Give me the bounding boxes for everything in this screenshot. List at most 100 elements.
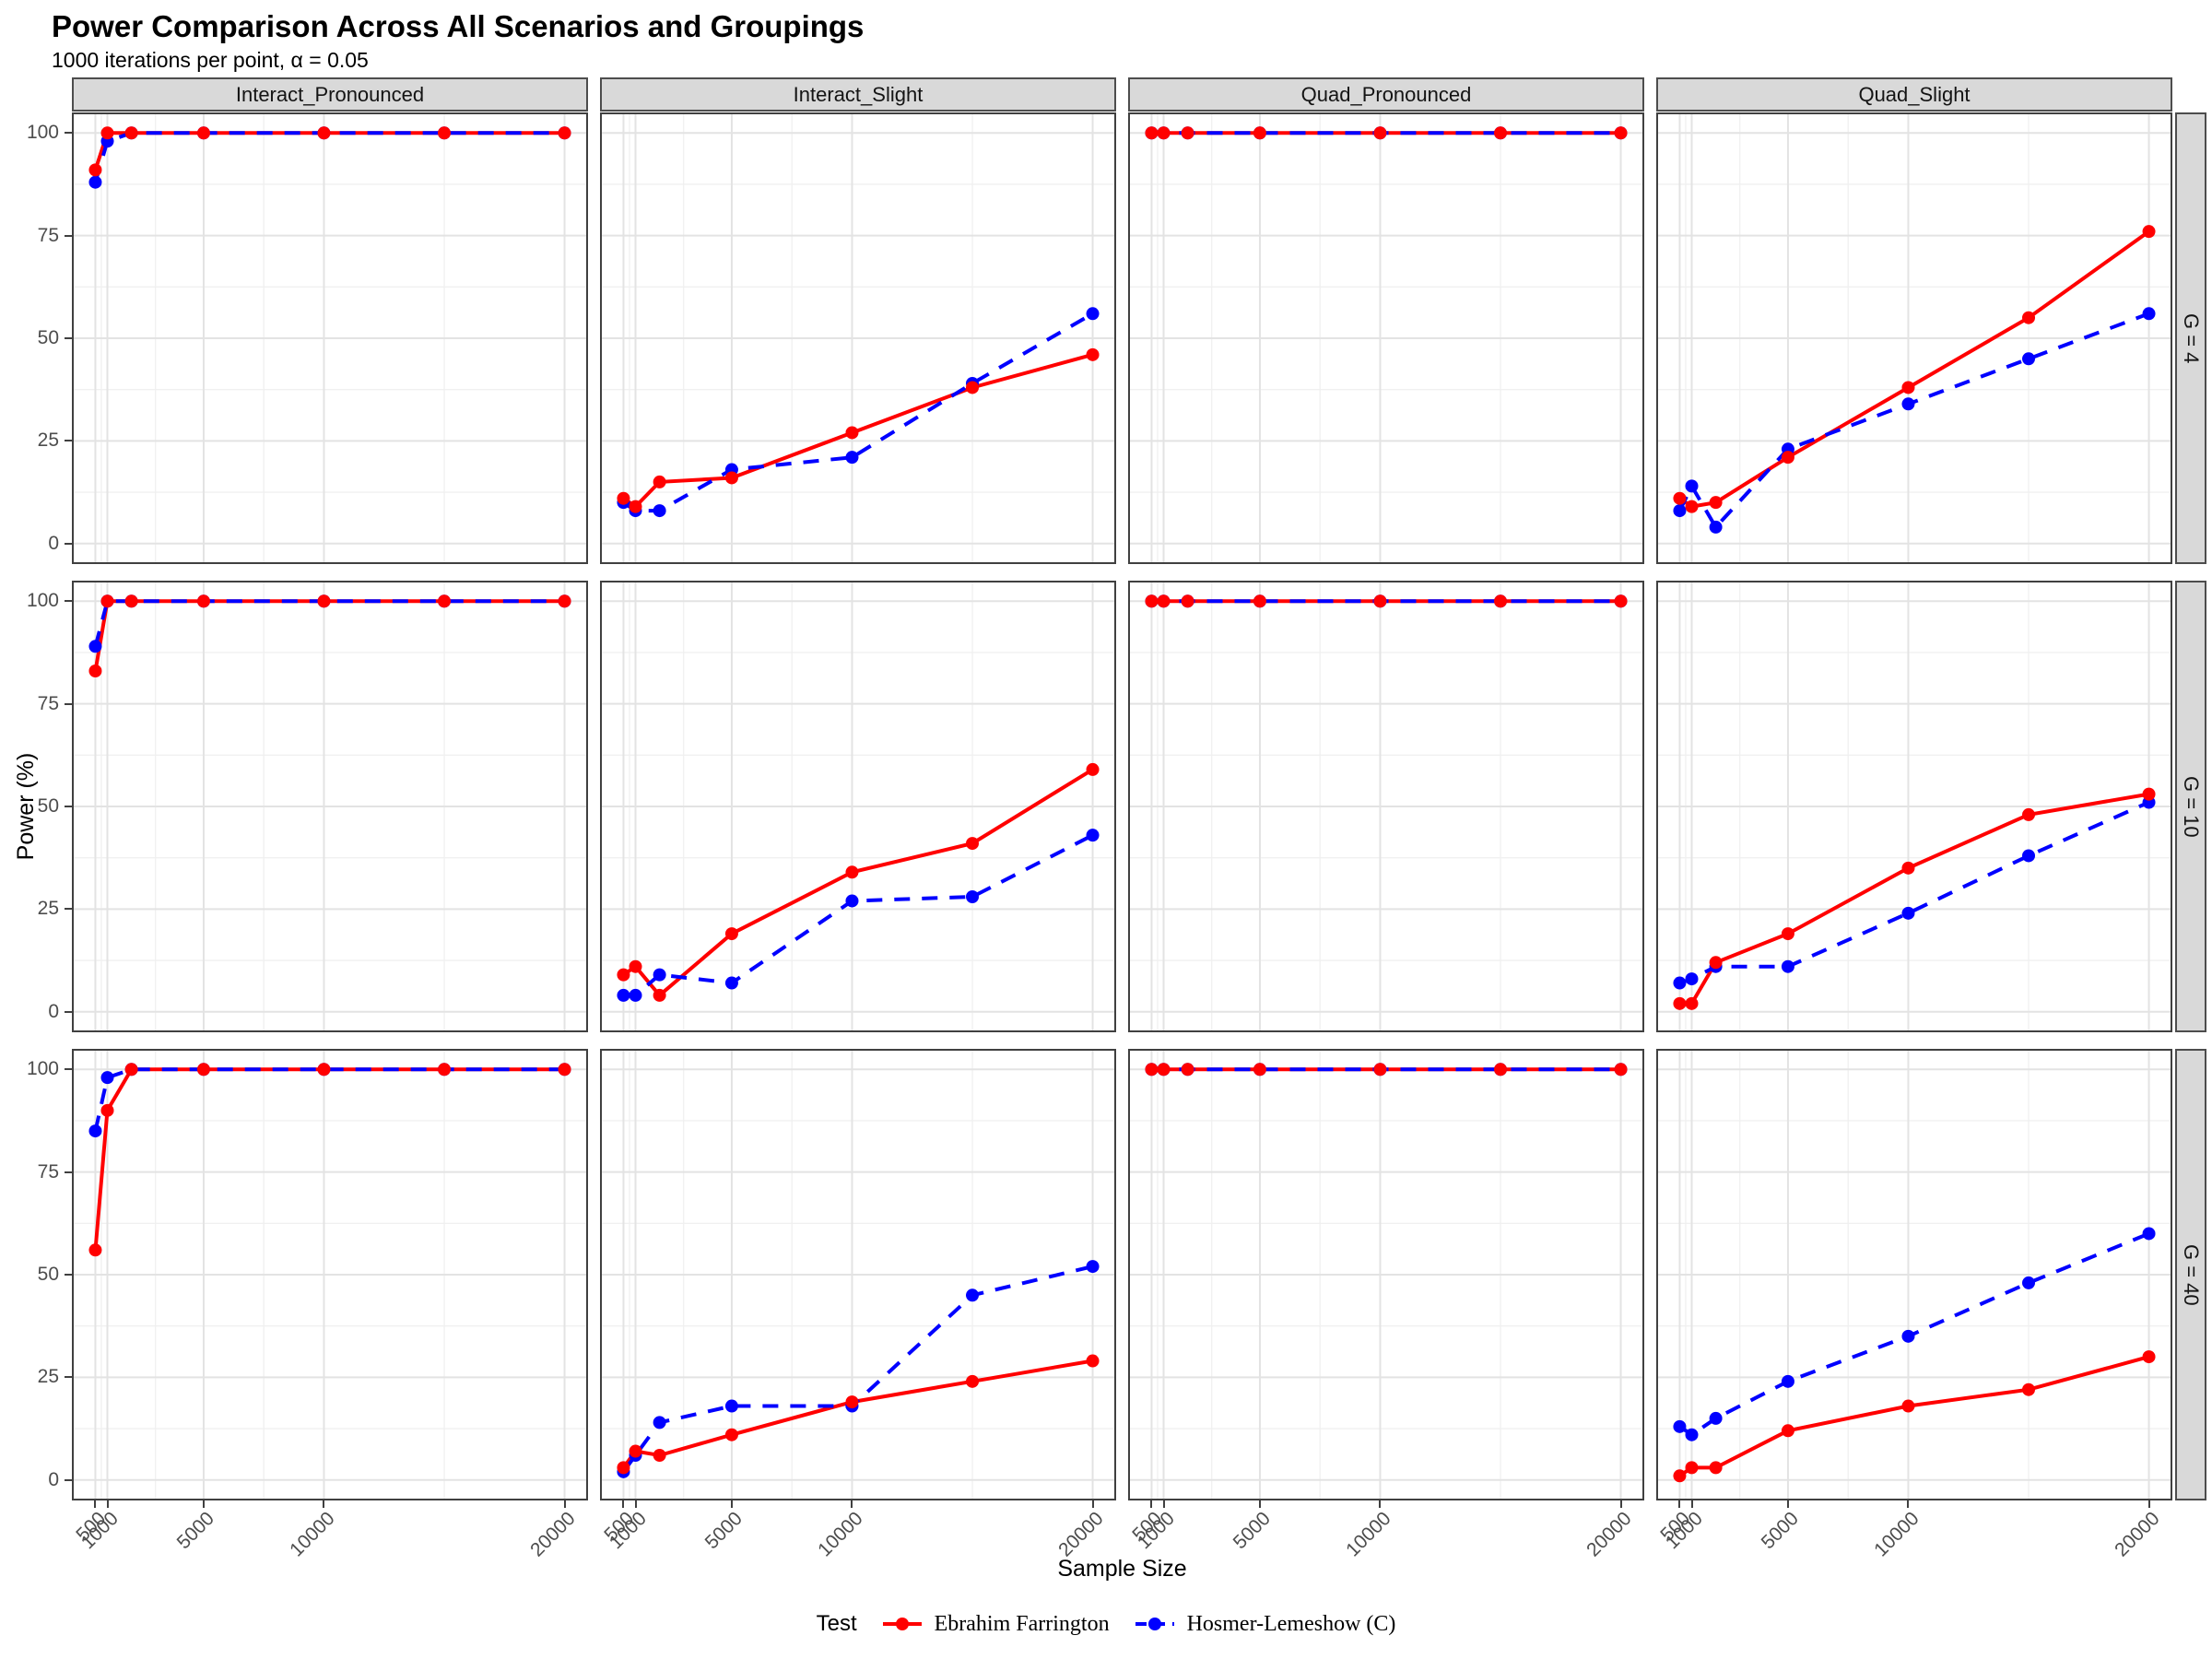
facet-row-strip-g-10: G = 10 bbox=[2175, 581, 2206, 1032]
data-point-ebrahim-farrington bbox=[1614, 126, 1628, 140]
data-point-hosmer-lemeshow-c bbox=[1901, 397, 1915, 411]
data-point-hosmer-lemeshow-c bbox=[2022, 1276, 2036, 1289]
data-point-ebrahim-farrington bbox=[317, 594, 331, 608]
panel-border bbox=[72, 112, 588, 564]
series-line-ebrahim-farrington bbox=[93, 131, 565, 171]
y-tick-label: 75 bbox=[37, 692, 59, 714]
y-tick-mark bbox=[65, 1010, 72, 1013]
data-point-hosmer-lemeshow-c bbox=[1673, 504, 1687, 518]
data-point-hosmer-lemeshow-c bbox=[1709, 520, 1723, 534]
data-point-hosmer-lemeshow-c bbox=[966, 1288, 980, 1302]
x-tick-label: 10000 bbox=[1870, 1508, 1924, 1561]
data-point-ebrahim-farrington bbox=[124, 1063, 138, 1077]
x-tick-mark bbox=[563, 1500, 566, 1508]
data-point-hosmer-lemeshow-c bbox=[617, 988, 630, 1002]
facet-row-strip-label: G = 4 bbox=[2180, 312, 2203, 364]
data-point-hosmer-lemeshow-c bbox=[2142, 307, 2156, 321]
panel-interact-slight-g-10 bbox=[600, 581, 1116, 1032]
y-tick-label: 25 bbox=[37, 429, 59, 452]
data-point-hosmer-lemeshow-c bbox=[1086, 1260, 1100, 1274]
y-tick-mark bbox=[65, 1274, 72, 1276]
data-point-hosmer-lemeshow-c bbox=[1685, 1428, 1699, 1441]
data-point-ebrahim-farrington bbox=[629, 500, 642, 513]
data-point-ebrahim-farrington bbox=[1685, 996, 1699, 1010]
data-point-ebrahim-farrington bbox=[100, 594, 114, 608]
data-point-ebrahim-farrington bbox=[966, 837, 980, 851]
data-point-hosmer-lemeshow-c bbox=[653, 1416, 666, 1430]
panel-quad-pronounced-g-10 bbox=[1128, 581, 1644, 1032]
data-point-ebrahim-farrington bbox=[1253, 594, 1266, 608]
y-tick-label: 25 bbox=[37, 1366, 59, 1388]
data-point-ebrahim-farrington bbox=[88, 665, 102, 677]
x-tick-mark bbox=[851, 1500, 853, 1508]
panel-interact-slight-g-40 bbox=[600, 1049, 1116, 1500]
y-tick-mark bbox=[65, 1171, 72, 1173]
data-point-ebrahim-farrington bbox=[1373, 594, 1387, 608]
y-tick-label: 50 bbox=[37, 1264, 59, 1285]
data-point-hosmer-lemeshow-c bbox=[1685, 479, 1699, 493]
data-point-hosmer-lemeshow-c bbox=[1781, 1374, 1794, 1388]
data-point-ebrahim-farrington bbox=[1673, 1469, 1687, 1483]
data-point-ebrahim-farrington bbox=[2142, 787, 2156, 801]
data-point-ebrahim-farrington bbox=[196, 594, 210, 608]
data-point-ebrahim-farrington bbox=[1157, 594, 1171, 608]
data-point-ebrahim-farrington bbox=[1157, 126, 1171, 140]
legend-item-hosmer-lemeshow: Hosmer-Lemeshow (C) bbox=[1134, 1612, 1395, 1637]
y-tick-mark bbox=[65, 132, 72, 135]
x-tick-mark bbox=[634, 1500, 637, 1508]
x-tick-mark bbox=[323, 1500, 325, 1508]
data-point-hosmer-lemeshow-c bbox=[2142, 1227, 2156, 1241]
series-line-hosmer-lemeshow-c bbox=[621, 1265, 1093, 1473]
x-tick-label: 5000 bbox=[1229, 1508, 1276, 1554]
data-point-ebrahim-farrington bbox=[845, 426, 859, 440]
y-axis-title: Power (%) bbox=[13, 752, 39, 861]
data-point-ebrahim-farrington bbox=[1673, 996, 1687, 1010]
data-point-hosmer-lemeshow-c bbox=[845, 894, 859, 908]
data-point-hosmer-lemeshow-c bbox=[653, 968, 666, 982]
panel-border bbox=[600, 112, 1116, 564]
data-point-ebrahim-farrington bbox=[558, 1063, 571, 1077]
x-tick-label: 10000 bbox=[814, 1508, 867, 1561]
y-tick-label: 0 bbox=[48, 532, 59, 554]
data-point-ebrahim-farrington bbox=[653, 475, 666, 488]
data-point-ebrahim-farrington bbox=[724, 1428, 738, 1441]
data-point-hosmer-lemeshow-c bbox=[1685, 972, 1699, 986]
panel-border bbox=[1656, 581, 2172, 1032]
x-tick-mark bbox=[106, 1500, 109, 1508]
data-point-ebrahim-farrington bbox=[724, 927, 738, 941]
facet-row-strip-label: G = 10 bbox=[2180, 775, 2203, 838]
x-tick-mark bbox=[1150, 1500, 1153, 1508]
data-point-ebrahim-farrington bbox=[1781, 927, 1794, 941]
x-tick-mark bbox=[1258, 1500, 1261, 1508]
facet-column-strip-quad-slight: Quad_Slight bbox=[1656, 77, 2172, 112]
data-point-hosmer-lemeshow-c bbox=[2022, 352, 2036, 366]
y-tick-label: 100 bbox=[26, 122, 59, 144]
legend-item-ebrahim-farrington: Ebrahim Farrington bbox=[881, 1612, 1110, 1637]
facet-row-strip-label: G = 40 bbox=[2180, 1243, 2203, 1306]
data-point-ebrahim-farrington bbox=[1709, 1461, 1723, 1475]
y-tick-mark bbox=[65, 337, 72, 339]
x-tick-mark bbox=[2147, 1500, 2150, 1508]
facet-column-strip-quad-pronounced: Quad_Pronounced bbox=[1128, 77, 1644, 112]
x-tick-mark bbox=[1162, 1500, 1165, 1508]
data-point-hosmer-lemeshow-c bbox=[88, 640, 102, 653]
data-point-ebrahim-farrington bbox=[1373, 126, 1387, 140]
data-point-ebrahim-farrington bbox=[196, 126, 210, 140]
data-point-ebrahim-farrington bbox=[88, 163, 102, 177]
data-point-ebrahim-farrington bbox=[1157, 1063, 1171, 1077]
x-tick-mark bbox=[622, 1500, 625, 1508]
panel-quad-pronounced-g-4 bbox=[1128, 112, 1644, 564]
data-point-ebrahim-farrington bbox=[653, 988, 666, 1002]
data-point-ebrahim-farrington bbox=[317, 1063, 331, 1077]
data-point-ebrahim-farrington bbox=[1086, 1354, 1100, 1368]
panel-interact-pronounced-g-10 bbox=[72, 581, 588, 1032]
y-tick-label: 0 bbox=[48, 1468, 59, 1490]
data-point-ebrahim-farrington bbox=[629, 959, 642, 973]
panel-border bbox=[1656, 1049, 2172, 1500]
data-point-hosmer-lemeshow-c bbox=[1086, 307, 1100, 321]
data-point-hosmer-lemeshow-c bbox=[966, 890, 980, 903]
y-tick-mark bbox=[65, 1068, 72, 1071]
panel-interact-slight-g-4 bbox=[600, 112, 1116, 564]
panel-quad-slight-g-40 bbox=[1656, 1049, 2172, 1500]
x-tick-mark bbox=[1907, 1500, 1910, 1508]
